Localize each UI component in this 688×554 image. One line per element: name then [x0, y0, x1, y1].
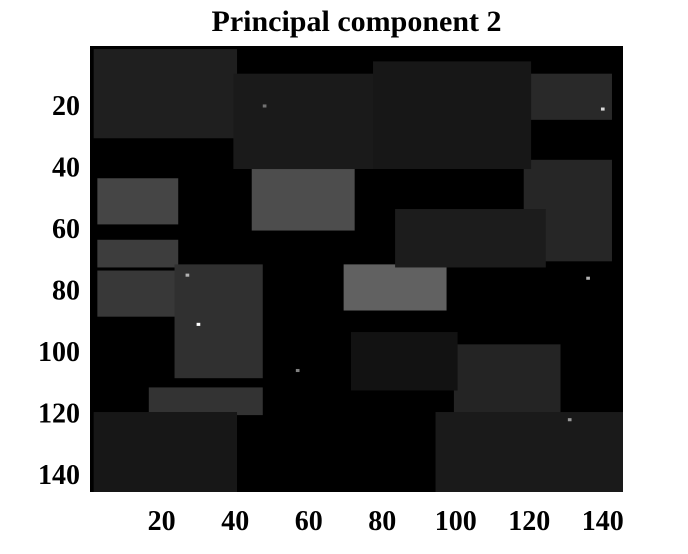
y-tick-label: 80 — [52, 276, 80, 307]
heatmap-region — [395, 209, 546, 268]
x-tick-label: 40 — [221, 506, 249, 537]
heatmap-region — [435, 412, 623, 492]
x-tick-label: 120 — [508, 506, 550, 537]
heatmap-cell — [295, 368, 300, 373]
y-tick-label: 20 — [52, 91, 80, 122]
heatmap-region — [350, 332, 458, 391]
y-tick-label: 60 — [52, 214, 80, 245]
heatmap-region — [174, 264, 263, 379]
heatmap-region — [233, 73, 392, 170]
heatmap-region — [97, 239, 179, 268]
heatmap-region — [93, 412, 238, 492]
heatmap-region — [148, 387, 263, 416]
x-tick-labels: 20 40 60 80 100 120 140 — [148, 506, 624, 537]
heatmap-region — [97, 178, 179, 225]
y-tick-label: 140 — [38, 460, 80, 491]
y-tick-label: 120 — [38, 399, 80, 430]
x-tick-label: 140 — [582, 506, 624, 537]
x-tick-label: 20 — [148, 506, 176, 537]
heatmap-region — [373, 61, 532, 170]
heatmap-region — [251, 165, 355, 231]
chart-title: Principal component 2 — [211, 5, 502, 38]
heatmap-cell — [185, 273, 190, 277]
heatmap-cell — [567, 418, 572, 422]
heatmap-cell — [586, 276, 590, 280]
x-tick-label: 60 — [295, 506, 323, 537]
heatmap-cell — [600, 107, 605, 111]
heatmap-cell — [262, 104, 267, 108]
y-tick-label: 40 — [52, 152, 80, 183]
y-tick-labels: 20 40 60 80 100 120 140 — [38, 91, 80, 491]
y-tick-label: 100 — [38, 337, 80, 368]
heatmap-region — [97, 270, 179, 317]
heatmap-cell — [196, 322, 201, 326]
heatmap-region — [343, 264, 447, 311]
heatmap-region — [523, 73, 612, 120]
heatmap-cells — [90, 46, 623, 492]
x-tick-label: 100 — [435, 506, 477, 537]
x-tick-label: 80 — [368, 506, 396, 537]
heatmap-region — [93, 49, 238, 139]
